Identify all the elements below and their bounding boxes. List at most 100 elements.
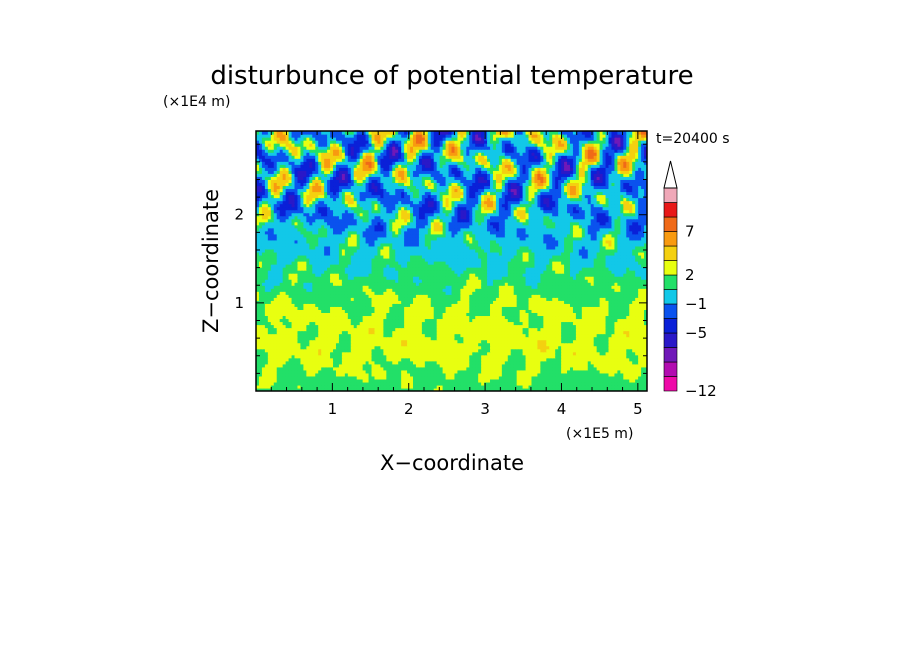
contour-cell: [611, 321, 616, 326]
contour-cell: [353, 357, 358, 362]
contour-cell: [330, 369, 334, 374]
contour-cell: [498, 348, 503, 353]
contour-cell: [614, 330, 618, 335]
contour-cell: [593, 318, 598, 323]
contour-cell: [507, 306, 512, 310]
contour-cell: [561, 381, 565, 386]
contour-cell: [335, 291, 340, 295]
contour-cell: [543, 291, 547, 295]
contour-cell: [380, 315, 384, 320]
contour-cell: [632, 324, 636, 329]
contour-cell: [321, 306, 325, 310]
contour-cell: [617, 315, 621, 320]
contour-cell: [590, 285, 595, 289]
contour-cell: [433, 330, 438, 335]
contour-cell: [418, 279, 423, 283]
contour-cell: [256, 324, 260, 329]
contour-cell: [457, 369, 461, 374]
contour-cell: [487, 375, 491, 380]
contour-cell: [504, 321, 509, 326]
contour-cell: [593, 306, 598, 310]
contour-cell: [427, 294, 432, 298]
contour-cell: [380, 306, 384, 310]
contour-cell: [407, 366, 411, 371]
contour-cell: [575, 300, 580, 304]
contour-cell: [401, 312, 405, 317]
contour-cell: [575, 306, 580, 310]
contour-cell: [460, 342, 464, 347]
contour-cell: [362, 321, 367, 326]
contour-cell: [267, 339, 272, 344]
contour-cell: [605, 363, 610, 368]
contour-cell: [347, 339, 352, 344]
contour-cell: [309, 303, 313, 307]
contour-cell: [632, 297, 636, 301]
contour-cell: [501, 372, 506, 377]
contour-cell: [451, 378, 456, 383]
contour-cell: [498, 372, 503, 377]
contour-cell: [338, 387, 343, 391]
contour-cell: [475, 282, 479, 286]
contour-cell: [599, 288, 604, 292]
contour-cell: [282, 342, 287, 347]
contour-cell: [537, 369, 541, 374]
contour-cell: [578, 363, 583, 368]
contour-cell: [359, 321, 364, 326]
contour-cell: [285, 369, 290, 374]
contour-cell: [558, 384, 562, 389]
contour-cell: [572, 285, 577, 289]
contour-cell: [279, 369, 284, 374]
contour-cell: [644, 291, 647, 295]
contour-cell: [439, 330, 444, 335]
contour-cell: [401, 336, 405, 341]
contour-cell: [469, 369, 473, 374]
contour-cell: [445, 285, 450, 289]
contour-cell: [602, 315, 607, 320]
contour-cell: [638, 336, 642, 341]
contour-cell: [442, 351, 447, 356]
contour-cell: [395, 285, 399, 289]
contour-cell: [454, 336, 459, 341]
contour-cell: [641, 306, 645, 310]
contour-cell: [392, 282, 396, 286]
contour-cell: [401, 345, 405, 350]
contour-cell: [282, 285, 287, 289]
contour-cell: [267, 312, 272, 317]
contour-cell: [564, 384, 568, 389]
contour-cell: [433, 315, 438, 320]
contour-cell: [611, 297, 616, 301]
contour-cell: [475, 294, 479, 298]
contour-cell: [335, 330, 340, 335]
contour-cell: [436, 375, 441, 380]
contour-cell: [421, 372, 426, 377]
contour-cell: [430, 321, 435, 326]
contour-cell: [285, 372, 290, 377]
contour-cell: [318, 351, 322, 356]
contour-cell: [256, 363, 260, 368]
contour-cell: [344, 375, 349, 380]
contour-cell: [644, 312, 647, 317]
contour-cell: [611, 336, 616, 341]
contour-cell: [519, 333, 524, 338]
contour-cell: [620, 288, 624, 292]
contour-cell: [516, 348, 521, 353]
contour-cell: [510, 384, 515, 389]
contour-cell: [495, 345, 500, 350]
contour-cell: [433, 303, 438, 307]
contour-cell: [315, 300, 319, 304]
contour-cell: [318, 312, 322, 317]
contour-cell: [490, 288, 494, 292]
contour-cell: [270, 303, 275, 307]
contour-cell: [315, 363, 319, 368]
contour-cell: [552, 351, 556, 356]
contour-cell: [401, 306, 405, 310]
contour-cell: [587, 309, 592, 313]
contour-cell: [430, 384, 435, 389]
contour-cell: [457, 360, 461, 365]
contour-cell: [534, 366, 538, 371]
contour-cell: [495, 378, 500, 383]
contour-cell: [350, 336, 355, 341]
contour-cell: [484, 369, 488, 374]
contour-cell: [267, 369, 272, 374]
contour-cell: [377, 285, 382, 289]
